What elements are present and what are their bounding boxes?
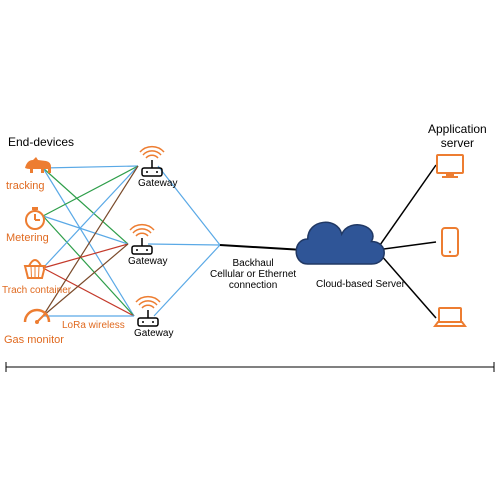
metering-icon [26,207,44,229]
backhaul-label: BackhaulCellular or Ethernetconnection [210,258,296,291]
gateway-3-label: Gateway [134,328,173,339]
span-line [6,362,494,372]
gateway-1-icon [140,147,164,176]
end-devices-heading: End-devices [8,135,74,149]
line-backhaul [220,245,304,250]
application-server-heading: Applicationserver [428,122,487,150]
lora-wireless-label: LoRa wireless [62,320,125,331]
diagram-stage: End-devices Applicationserver tracking M… [0,0,500,500]
trash-container-icon [25,260,45,278]
cloud-server-label: Cloud-based Server [316,279,405,290]
gas-monitor-label: Gas monitor [4,334,64,346]
gateway-2-label: Gateway [128,256,167,267]
diagram-svg [0,0,500,500]
metering-label: Metering [6,232,49,244]
app-laptop-icon [435,308,465,326]
app-monitor-icon [437,155,463,178]
gateway-1-label: Gateway [138,178,177,189]
gas-monitor-icon [25,310,49,324]
lines-cloud-to-apps [377,165,437,318]
gateway-2-icon [130,225,154,254]
gateway-3-icon [136,297,160,326]
trash-container-label: Trach container [2,285,71,296]
tracking-icon [25,157,51,173]
tracking-label: tracking [6,180,45,192]
app-phone-icon [442,228,458,256]
cloud-icon [296,222,384,264]
